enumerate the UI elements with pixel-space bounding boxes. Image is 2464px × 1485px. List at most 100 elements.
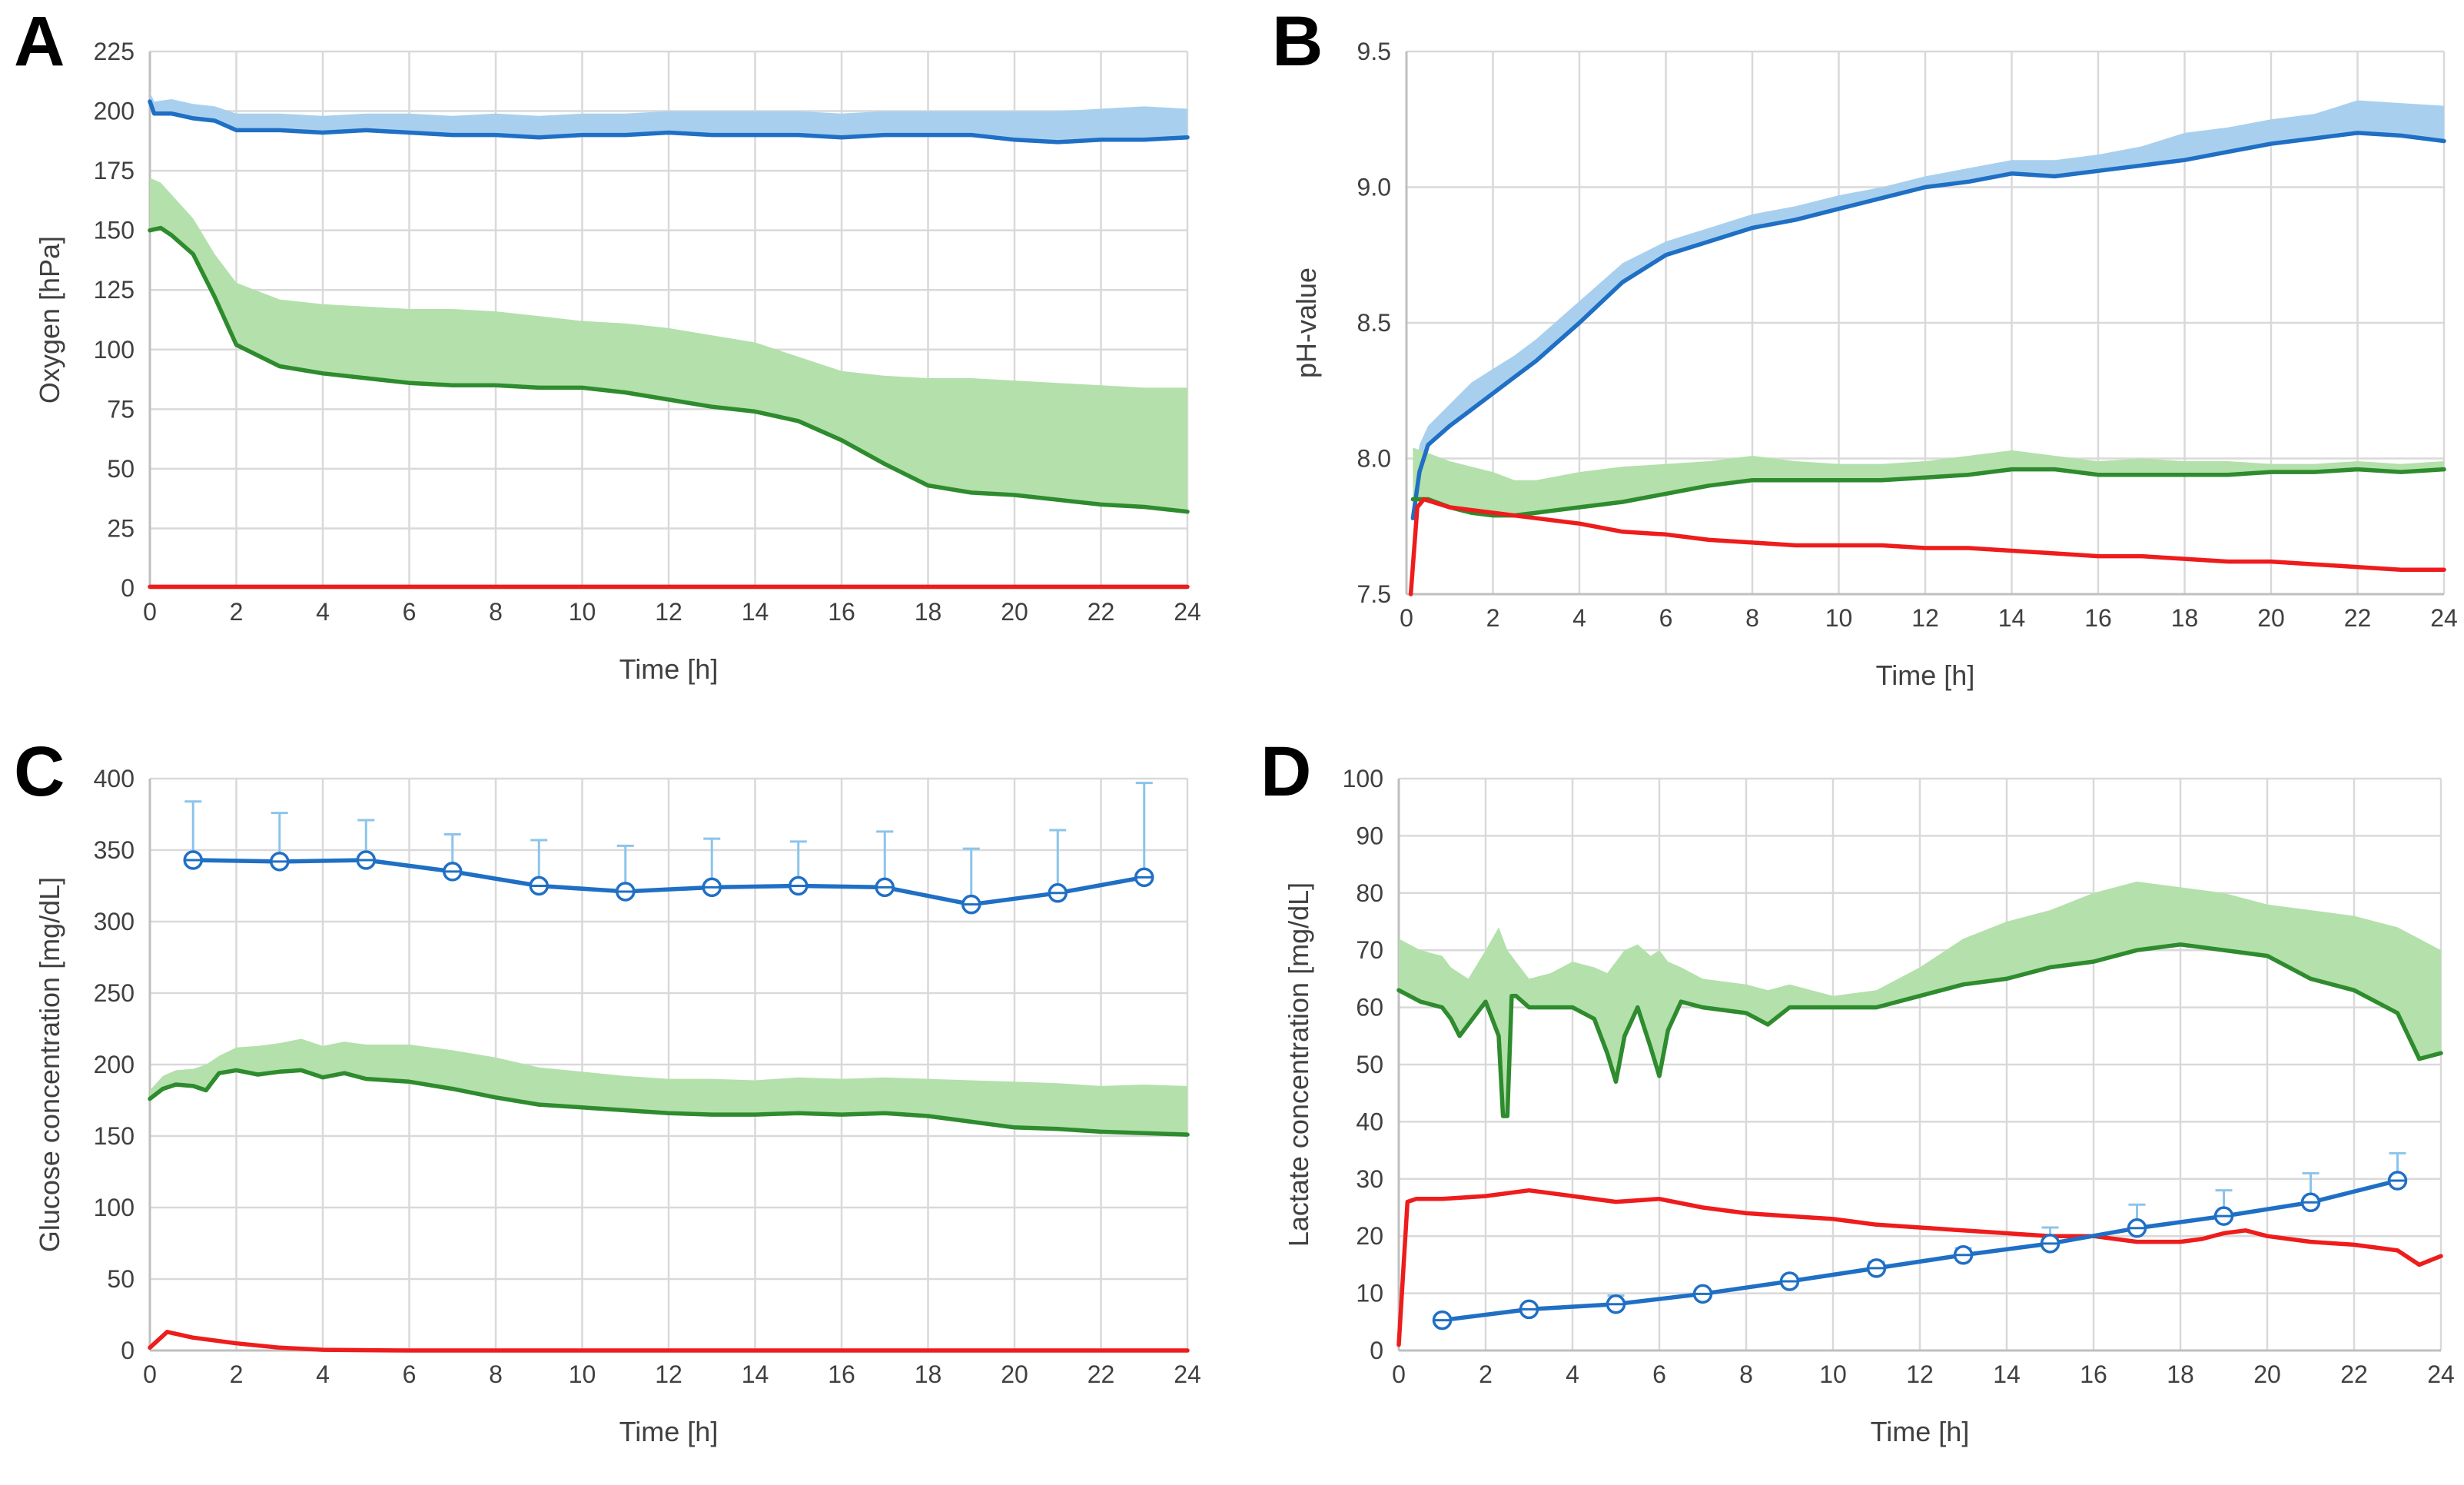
series-band-green	[1399, 881, 2441, 1116]
x-tick-label: 20	[2257, 604, 2285, 632]
x-tick-label: 6	[403, 1360, 417, 1388]
x-tick-label: 8	[489, 598, 503, 626]
y-tick-label: 0	[1370, 1337, 1383, 1364]
x-tick-label: 14	[1998, 604, 2026, 632]
y-axis-title: Glucose concentration [mg/dL]	[34, 877, 65, 1252]
y-tick-label: 90	[1356, 822, 1383, 849]
x-tick-label: 22	[2344, 604, 2372, 632]
y-axis-title: Lactate concentration [mg/dL]	[1283, 882, 1314, 1247]
y-tick-label: 50	[107, 455, 134, 483]
series-line-blue	[191, 858, 1147, 907]
panel-letter: C	[14, 733, 65, 811]
y-tick-label: 100	[94, 1194, 134, 1221]
y-tick-label: 75	[107, 395, 134, 423]
y-tick-label: 8.0	[1357, 445, 1391, 473]
x-tick-label: 14	[742, 598, 769, 626]
x-axis-title: Time [h]	[1876, 659, 1975, 691]
y-tick-label: 350	[94, 836, 134, 864]
series-line-blue	[1440, 1178, 2400, 1323]
y-tick-label: 250	[94, 979, 134, 1007]
y-tick-label: 9.0	[1357, 174, 1391, 201]
x-tick-label: 12	[655, 1360, 682, 1388]
x-tick-label: 2	[1486, 604, 1500, 632]
series-line-green	[1396, 942, 2443, 1118]
x-tick-label: 0	[143, 1360, 157, 1388]
x-tick-label: 16	[2084, 604, 2112, 632]
x-tick-label: 24	[2427, 1360, 2455, 1388]
y-tick-label: 150	[94, 1122, 134, 1150]
x-tick-label: 22	[2340, 1360, 2368, 1388]
x-tick-label: 6	[1652, 1360, 1666, 1388]
y-tick-label: 150	[94, 217, 134, 244]
series-band-green	[1413, 447, 2444, 516]
x-tick-label: 0	[1400, 604, 1413, 632]
y-tick-label: 8.5	[1357, 309, 1391, 337]
series-line-green	[148, 1068, 1190, 1137]
x-tick-label: 20	[1001, 598, 1028, 626]
chart-panel-C: C0 2 4 6 8 10 12 14 16 18 20 22 24050100150200250300…	[14, 733, 1201, 1447]
x-tick-label: 10	[569, 1360, 596, 1388]
x-tick-label: 14	[1993, 1360, 2021, 1388]
x-tick-label: 2	[230, 598, 244, 626]
x-tick-label: 10	[1819, 1360, 1847, 1388]
x-axis-title: Time [h]	[619, 653, 719, 685]
y-tick-label: 7.5	[1357, 580, 1391, 608]
x-axis-title: Time [h]	[1871, 1416, 1970, 1447]
y-tick-label: 30	[1356, 1165, 1383, 1193]
series-band-blue	[150, 91, 1187, 142]
x-tick-label: 16	[2080, 1360, 2107, 1388]
y-tick-label: 80	[1356, 879, 1383, 907]
y-tick-label: 9.5	[1357, 38, 1391, 65]
x-tick-label: 8	[1739, 1360, 1753, 1388]
y-tick-label: 100	[94, 336, 134, 364]
x-tick-label: 24	[2430, 604, 2458, 632]
y-tick-label: 225	[94, 38, 134, 65]
y-tick-label: 300	[94, 908, 134, 935]
series-line-red	[1396, 1188, 2443, 1347]
x-tick-label: 20	[2253, 1360, 2281, 1388]
x-tick-label: 4	[1572, 604, 1586, 632]
y-tick-label: 50	[1356, 1051, 1383, 1078]
series-line-red	[1408, 497, 2446, 596]
y-tick-label: 25	[107, 514, 134, 542]
series-line-blue	[148, 99, 1190, 145]
series-band-green	[150, 1038, 1187, 1135]
x-tick-label: 12	[1911, 604, 1939, 632]
x-tick-label: 18	[915, 1360, 942, 1388]
y-tick-label: 0	[121, 1337, 134, 1364]
y-tick-label: 20	[1356, 1222, 1383, 1250]
x-tick-label: 10	[569, 598, 596, 626]
y-tick-label: 60	[1356, 994, 1383, 1022]
x-tick-label: 2	[230, 1360, 244, 1388]
x-tick-label: 12	[1906, 1360, 1934, 1388]
x-tick-label: 2	[1479, 1360, 1493, 1388]
x-tick-label: 24	[1174, 1360, 1201, 1388]
chart-panel-B: B0 2 4 6 8 10 12 14 16 18 20 22 247.58.08.59.09.5Tim…	[1272, 2, 2458, 691]
x-tick-label: 14	[742, 1360, 769, 1388]
x-tick-label: 6	[1659, 604, 1673, 632]
x-tick-label: 8	[489, 1360, 503, 1388]
x-tick-label: 18	[915, 598, 942, 626]
y-axis-title: Oxygen [hPa]	[34, 236, 65, 404]
y-tick-label: 50	[107, 1265, 134, 1293]
series-band-green	[150, 178, 1187, 512]
panel-letter: D	[1260, 733, 1311, 811]
y-tick-label: 400	[94, 765, 134, 792]
x-tick-label: 24	[1174, 598, 1201, 626]
x-tick-label: 16	[828, 598, 855, 626]
y-tick-label: 200	[94, 98, 134, 125]
y-tick-label: 0	[121, 574, 134, 602]
x-tick-label: 22	[1088, 1360, 1115, 1388]
y-tick-label: 70	[1356, 936, 1383, 964]
series-line-red	[148, 1330, 1190, 1353]
x-tick-label: 22	[1088, 598, 1115, 626]
x-tick-label: 18	[2171, 604, 2199, 632]
y-tick-label: 125	[94, 276, 134, 304]
y-tick-label: 100	[1343, 765, 1383, 792]
x-tick-label: 4	[316, 1360, 330, 1388]
x-tick-label: 4	[316, 598, 330, 626]
x-tick-label: 0	[143, 598, 157, 626]
series-line-green	[148, 225, 1190, 514]
panel-letter: B	[1272, 2, 1323, 81]
